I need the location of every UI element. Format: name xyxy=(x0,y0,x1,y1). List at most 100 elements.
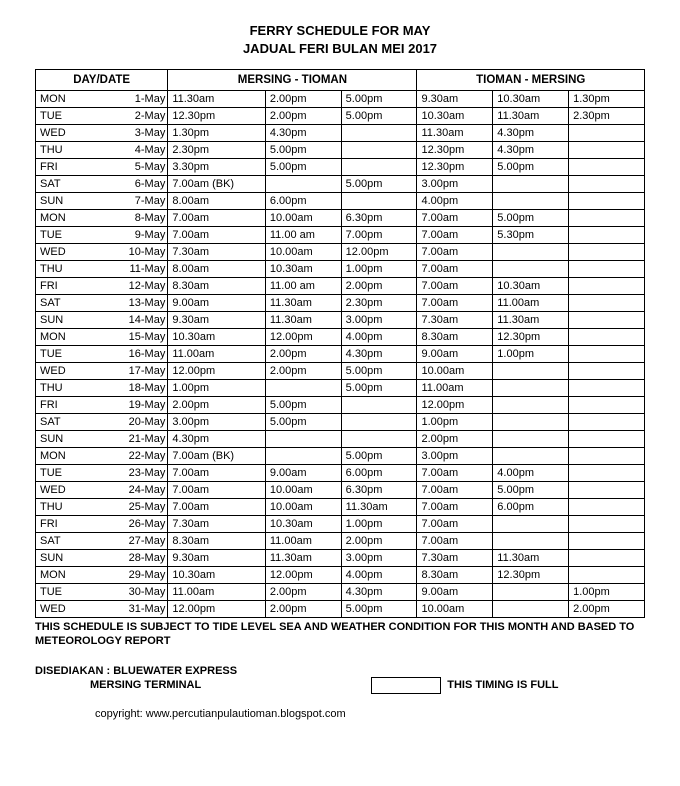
cell-m3 xyxy=(341,414,417,431)
cell-day: TUE xyxy=(36,108,88,125)
table-row: MON8-May7.00am10.00am6.30pm7.00am5.00pm xyxy=(36,210,645,227)
schedule-table: DAY/DATE MERSING - TIOMAN TIOMAN - MERSI… xyxy=(35,69,645,618)
cell-day: WED xyxy=(36,363,88,380)
cell-day: SUN xyxy=(36,431,88,448)
cell-date: 21-May xyxy=(88,431,168,448)
cell-day: WED xyxy=(36,601,88,618)
cell-t2 xyxy=(493,584,569,601)
cell-t2: 11.30am xyxy=(493,108,569,125)
cell-m1: 7.00am xyxy=(168,482,266,499)
cell-t3 xyxy=(569,227,645,244)
cell-t1: 7.00am xyxy=(417,516,493,533)
cell-m1: 11.00am xyxy=(168,584,266,601)
cell-m1: 12.00pm xyxy=(168,363,266,380)
cell-date: 8-May xyxy=(88,210,168,227)
cell-m3: 4.00pm xyxy=(341,329,417,346)
table-row: THU25-May7.00am10.00am11.30am7.00am6.00p… xyxy=(36,499,645,516)
cell-m3: 2.30pm xyxy=(341,295,417,312)
cell-t3 xyxy=(569,550,645,567)
cell-m3: 5.00pm xyxy=(341,363,417,380)
cell-t2 xyxy=(493,244,569,261)
cell-t3 xyxy=(569,346,645,363)
cell-t2 xyxy=(493,516,569,533)
cell-date: 10-May xyxy=(88,244,168,261)
cell-date: 19-May xyxy=(88,397,168,414)
cell-t1: 12.00pm xyxy=(417,397,493,414)
cell-t1: 11.30am xyxy=(417,125,493,142)
cell-date: 12-May xyxy=(88,278,168,295)
cell-m3: 12.00pm xyxy=(341,244,417,261)
header-row: DAY/DATE MERSING - TIOMAN TIOMAN - MERSI… xyxy=(36,70,645,91)
cell-t1: 3.00pm xyxy=(417,176,493,193)
cell-m2: 10.00am xyxy=(265,244,341,261)
cell-day: MON xyxy=(36,210,88,227)
cell-m2: 11.30am xyxy=(265,312,341,329)
cell-m2: 5.00pm xyxy=(265,142,341,159)
cell-m2: 11.00 am xyxy=(265,227,341,244)
cell-date: 7-May xyxy=(88,193,168,210)
table-row: FRI12-May8.30am11.00 am2.00pm7.00am10.30… xyxy=(36,278,645,295)
cell-m2: 11.00 am xyxy=(265,278,341,295)
cell-m1: 10.30am xyxy=(168,567,266,584)
cell-t1: 9.30am xyxy=(417,91,493,108)
cell-m1: 7.00am xyxy=(168,227,266,244)
cell-t2 xyxy=(493,533,569,550)
cell-m2: 5.00pm xyxy=(265,414,341,431)
cell-t2: 10.30am xyxy=(493,278,569,295)
table-row: WED31-May12.00pm2.00pm5.00pm10.00am2.00p… xyxy=(36,601,645,618)
table-row: WED10-May7.30am10.00am12.00pm7.00am xyxy=(36,244,645,261)
cell-m1: 2.30pm xyxy=(168,142,266,159)
cell-m1: 3.30pm xyxy=(168,159,266,176)
header-daydate: DAY/DATE xyxy=(36,70,168,91)
cell-t2: 12.30pm xyxy=(493,567,569,584)
cell-m1: 3.00pm xyxy=(168,414,266,431)
cell-day: SAT xyxy=(36,295,88,312)
cell-t3 xyxy=(569,499,645,516)
cell-t1: 12.30pm xyxy=(417,159,493,176)
cell-t1: 10.00am xyxy=(417,601,493,618)
table-row: WED24-May7.00am10.00am6.30pm7.00am5.00pm xyxy=(36,482,645,499)
cell-m3: 5.00pm xyxy=(341,91,417,108)
cell-m1: 8.00am xyxy=(168,193,266,210)
cell-date: 6-May xyxy=(88,176,168,193)
cell-t2 xyxy=(493,261,569,278)
table-row: FRI26-May7.30am10.30am1.00pm7.00am xyxy=(36,516,645,533)
cell-t1: 7.00am xyxy=(417,244,493,261)
cell-t1: 7.00am xyxy=(417,278,493,295)
cell-t2: 11.30am xyxy=(493,550,569,567)
provided-by: DISEDIAKAN : BLUEWATER EXPRESS xyxy=(35,665,645,677)
cell-t1: 1.00pm xyxy=(417,414,493,431)
cell-m3: 6.30pm xyxy=(341,482,417,499)
cell-m1: 7.30am xyxy=(168,244,266,261)
cell-m1: 9.30am xyxy=(168,550,266,567)
cell-m1: 7.00am xyxy=(168,465,266,482)
cell-day: SUN xyxy=(36,312,88,329)
schedule-note: THIS SCHEDULE IS SUBJECT TO TIDE LEVEL S… xyxy=(35,620,645,649)
cell-m2: 2.00pm xyxy=(265,601,341,618)
cell-m2: 6.00pm xyxy=(265,193,341,210)
cell-date: 20-May xyxy=(88,414,168,431)
cell-m2: 10.00am xyxy=(265,210,341,227)
cell-m3: 5.00pm xyxy=(341,448,417,465)
cell-m3: 2.00pm xyxy=(341,278,417,295)
cell-t2: 12.30pm xyxy=(493,329,569,346)
cell-t3 xyxy=(569,567,645,584)
cell-t1: 8.30am xyxy=(417,329,493,346)
table-row: SUN28-May9.30am11.30am3.00pm7.30am11.30a… xyxy=(36,550,645,567)
cell-m3: 7.00pm xyxy=(341,227,417,244)
table-row: SUN7-May8.00am6.00pm4.00pm xyxy=(36,193,645,210)
cell-t2: 4.00pm xyxy=(493,465,569,482)
cell-day: TUE xyxy=(36,465,88,482)
cell-m3: 4.30pm xyxy=(341,346,417,363)
cell-t2: 6.00pm xyxy=(493,499,569,516)
cell-t2 xyxy=(493,397,569,414)
cell-t2 xyxy=(493,176,569,193)
cell-date: 11-May xyxy=(88,261,168,278)
cell-date: 2-May xyxy=(88,108,168,125)
table-row: SAT27-May8.30am11.00am2.00pm7.00am xyxy=(36,533,645,550)
cell-t3 xyxy=(569,482,645,499)
cell-m1: 7.00am xyxy=(168,210,266,227)
cell-m1: 7.00am (BK) xyxy=(168,176,266,193)
cell-t1: 7.30am xyxy=(417,550,493,567)
cell-t1: 3.00pm xyxy=(417,448,493,465)
